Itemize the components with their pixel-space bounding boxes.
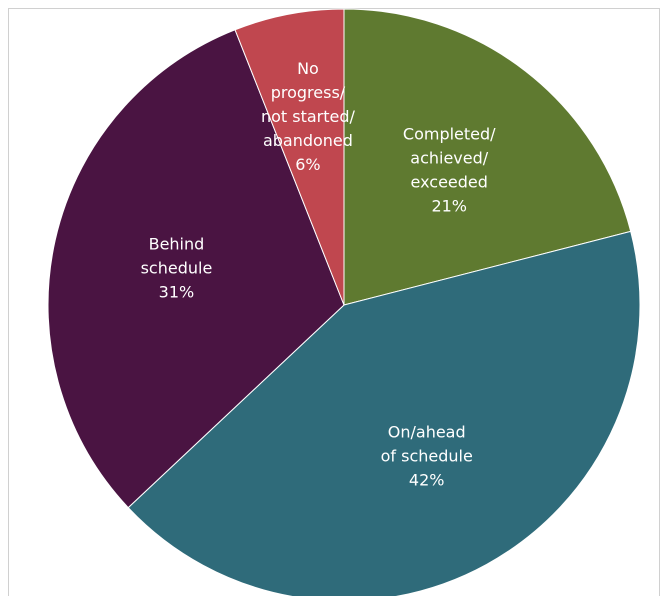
value-label: 42% [409, 470, 445, 489]
slice-label: Completed/achieved/exceeded [403, 124, 496, 191]
slice-label: Behind schedule [141, 235, 213, 278]
value-label: 31% [159, 283, 195, 302]
pie-slice [47, 29, 345, 509]
value-label: 6% [295, 155, 320, 174]
value-label: 21% [431, 196, 467, 215]
pie-slice [127, 230, 641, 596]
pie-slice [343, 8, 632, 306]
frame [8, 8, 660, 596]
slice-label: On/ahead of schedule [381, 422, 473, 465]
pie-slice [234, 8, 345, 306]
slice-label: No progress/not started/abandoned [261, 59, 356, 150]
